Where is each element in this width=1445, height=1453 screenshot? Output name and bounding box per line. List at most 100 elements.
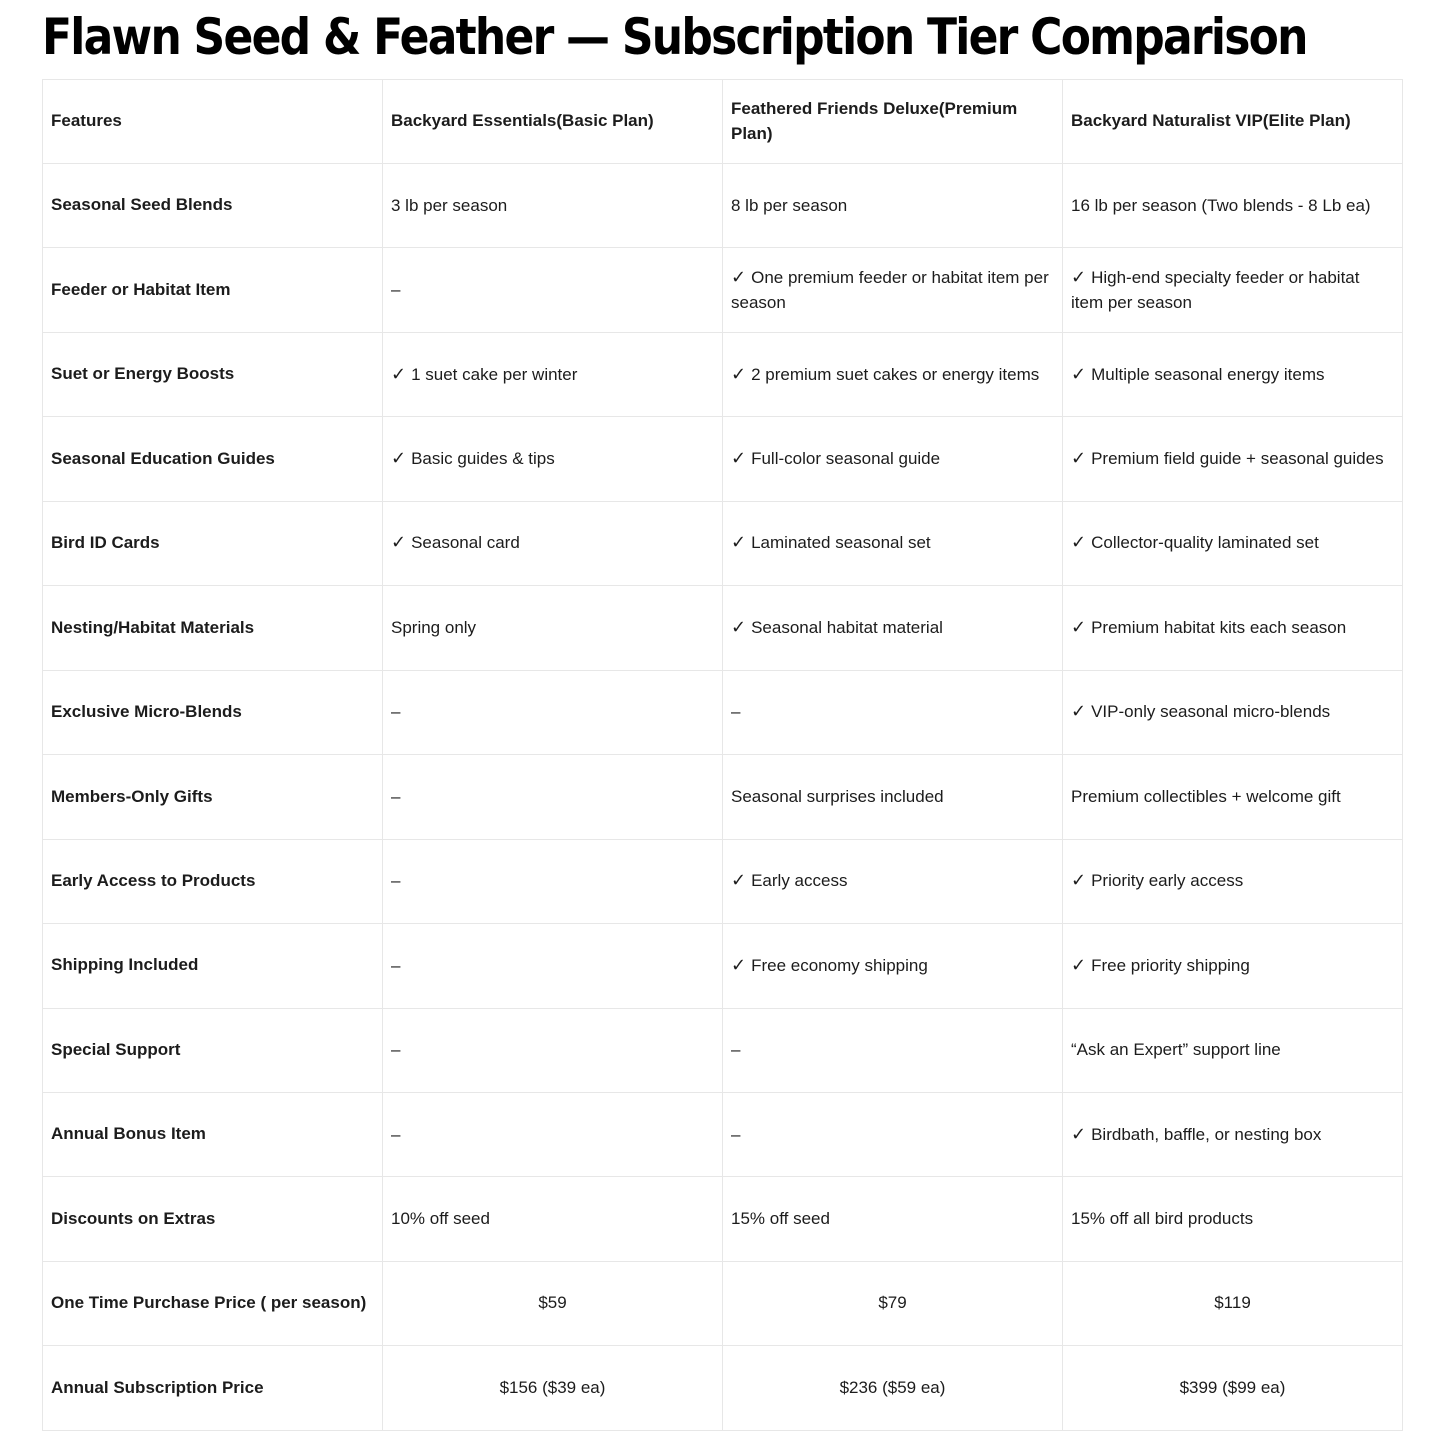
cell-basic: – — [382, 1091, 723, 1178]
cell-elite: Premium collectibles + welcome gift — [1062, 754, 1403, 840]
table-row: Feeder or Habitat Item – ✓ One premium fe… — [42, 247, 1403, 333]
cell-basic: 3 lb per season — [382, 162, 723, 249]
feature-name: Exclusive Micro-Blends — [42, 669, 383, 756]
table-row: Shipping Included – ✓ Free economy shippi… — [42, 923, 1403, 1009]
feature-name: Shipping Included — [42, 923, 383, 1009]
page-title: Flawn Seed & Feather — Subscription Tier… — [42, 8, 1308, 66]
check-icon: ✓ — [731, 532, 747, 554]
check-icon: ✓ — [1071, 616, 1087, 638]
cell-text: Birdbath, baffle, or nesting box — [1091, 1124, 1322, 1144]
cell-text: – — [731, 1124, 741, 1144]
column-header-basic-plan: Backyard Essentials(Basic Plan) — [382, 79, 723, 164]
cell-text: – — [391, 1124, 401, 1144]
cell-elite: 16 lb per season (Two blends - 8 Lb ea) — [1062, 162, 1403, 249]
cell-basic: – — [382, 923, 723, 1009]
column-header-elite-plan: Backyard Naturalist VIP(Elite Plan) — [1062, 79, 1403, 164]
cell-premium: ✓ Full-color seasonal guide — [722, 416, 1063, 502]
cell-text: 8 lb per season — [731, 195, 848, 215]
feature-name: Suet or Energy Boosts — [42, 331, 383, 418]
cell-text: Collector-quality laminated set — [1091, 533, 1319, 553]
cell-text: Free priority shipping — [1091, 955, 1250, 975]
cell-basic: ✓ 1 suet cake per winter — [382, 331, 723, 418]
feature-name: One Time Purchase Price ( per season) — [42, 1260, 383, 1347]
check-icon: ✓ — [731, 616, 747, 638]
cell-elite: ✓ VIP-only seasonal micro-blends — [1062, 669, 1403, 756]
cell-text: – — [391, 1040, 401, 1060]
table-row: Early Access to Products – ✓ Early access… — [42, 838, 1403, 925]
cell-elite: ✓ Birdbath, baffle, or nesting box — [1062, 1091, 1403, 1178]
cell-elite: ✓ Premium field guide + seasonal guides — [1062, 416, 1403, 502]
feature-name: Discounts on Extras — [42, 1176, 383, 1262]
cell-elite: ✓ Multiple seasonal energy items — [1062, 331, 1403, 418]
cell-basic: – — [382, 754, 723, 840]
header-row: Features Backyard Essentials(Basic Plan)… — [42, 79, 1403, 164]
cell-text: Full-color seasonal guide — [751, 449, 941, 469]
cell-premium: ✓ Early access — [722, 838, 1063, 925]
cell-text: Early access — [751, 871, 848, 891]
check-icon: ✓ — [391, 363, 407, 385]
cell-text: Premium habitat kits each season — [1091, 617, 1347, 637]
cell-text: Priority early access — [1091, 871, 1244, 891]
column-header-features: Features — [42, 79, 383, 164]
cell-text: – — [391, 955, 401, 975]
check-icon: ✓ — [1071, 532, 1087, 554]
check-icon: ✓ — [731, 363, 747, 385]
feature-name: Members-Only Gifts — [42, 754, 383, 840]
cell-text: – — [391, 786, 401, 806]
check-icon: ✓ — [1071, 266, 1087, 288]
check-icon: ✓ — [1071, 363, 1087, 385]
table-row: Annual Subscription Price $156 ($39 ea) … — [42, 1345, 1403, 1431]
table-row: Special Support – – “Ask an Expert” supp… — [42, 1007, 1403, 1093]
cell-premium: ✓ Free economy shipping — [722, 923, 1063, 1009]
cell-elite: “Ask an Expert” support line — [1062, 1007, 1403, 1093]
cell-text: Multiple seasonal energy items — [1091, 364, 1325, 384]
cell-elite: ✓ Free priority shipping — [1062, 923, 1403, 1009]
feature-name: Special Support — [42, 1007, 383, 1093]
cell-text: Premium collectibles + welcome gift — [1071, 786, 1341, 806]
cell-basic: – — [382, 669, 723, 756]
check-icon: ✓ — [1071, 448, 1087, 470]
cell-elite: 15% off all bird products — [1062, 1176, 1403, 1262]
cell-text: 1 suet cake per winter — [411, 364, 578, 384]
cell-text: Premium field guide + seasonal guides — [1091, 449, 1384, 469]
cell-text: $236 ($59 ea) — [839, 1377, 946, 1397]
cell-text: 15% off all bird products — [1071, 1209, 1254, 1229]
check-icon: ✓ — [1071, 1123, 1087, 1145]
check-icon: ✓ — [731, 870, 747, 892]
table-row: Seasonal Education Guides ✓ Basic guides … — [42, 416, 1403, 502]
cell-text: High-end specialty feeder or habitat ite… — [1071, 267, 1360, 312]
cell-premium: ✓ Laminated seasonal set — [722, 500, 1063, 587]
cell-premium: $79 — [722, 1260, 1063, 1347]
cell-premium: – — [722, 1007, 1063, 1093]
table-row: Nesting/Habitat Materials Spring only ✓ S… — [42, 585, 1403, 671]
cell-text: Spring only — [391, 617, 477, 637]
cell-text: $399 ($99 ea) — [1179, 1377, 1286, 1397]
cell-basic: $59 — [382, 1260, 723, 1347]
cell-text: Seasonal surprises included — [731, 786, 944, 806]
check-icon: ✓ — [391, 448, 407, 470]
feature-name: Seasonal Education Guides — [42, 416, 383, 502]
cell-elite: $399 ($99 ea) — [1062, 1345, 1403, 1431]
feature-name: Feeder or Habitat Item — [42, 247, 383, 333]
cell-text: $156 ($39 ea) — [499, 1377, 606, 1397]
cell-text: Seasonal card — [411, 533, 520, 553]
check-icon: ✓ — [1071, 870, 1087, 892]
table-row: Exclusive Micro-Blends – – ✓ VIP-only sea… — [42, 669, 1403, 756]
cell-elite: $119 — [1062, 1260, 1403, 1347]
table-row: Annual Bonus Item – – ✓ Birdbath, baffle,… — [42, 1091, 1403, 1178]
cell-text: $119 — [1214, 1293, 1251, 1313]
cell-basic: $156 ($39 ea) — [382, 1345, 723, 1431]
cell-text: Free economy shipping — [751, 955, 928, 975]
cell-basic: Spring only — [382, 585, 723, 671]
cell-text: – — [731, 1040, 741, 1060]
cell-premium: 8 lb per season — [722, 162, 1063, 249]
cell-text: Basic guides & tips — [411, 449, 555, 469]
table-row: Members-Only Gifts – Seasonal surprises … — [42, 754, 1403, 840]
column-header-premium-plan: Feathered Friends Deluxe(Premium Plan) — [722, 79, 1063, 164]
cell-text: 16 lb per season (Two blends - 8 Lb ea) — [1071, 195, 1371, 215]
check-icon: ✓ — [731, 266, 747, 288]
cell-text: 10% off seed — [391, 1209, 490, 1229]
table-row: Bird ID Cards ✓ Seasonal card ✓ Laminated … — [42, 500, 1403, 587]
cell-text: $59 — [538, 1293, 567, 1313]
cell-basic: ✓ Seasonal card — [382, 500, 723, 587]
